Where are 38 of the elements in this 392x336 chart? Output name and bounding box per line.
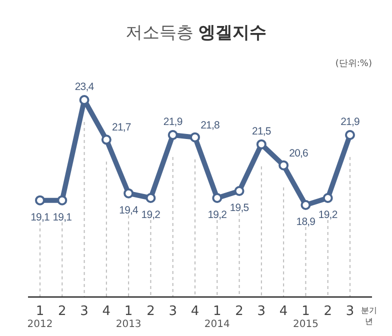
data-label: 19,2 xyxy=(318,209,338,221)
data-label: 19,4 xyxy=(119,204,138,216)
x-tick: 1 xyxy=(213,304,222,319)
data-label: 19,5 xyxy=(230,202,249,214)
data-label: 21,7 xyxy=(112,122,131,134)
data-label: 23,4 xyxy=(74,81,94,93)
x-tick: 1 xyxy=(124,304,133,319)
annotation: 2015 xyxy=(293,319,318,330)
x-tick: 1 xyxy=(36,304,44,319)
x-tick: 2 xyxy=(58,304,66,319)
xlabel: 분기 xyxy=(361,306,377,315)
x-tick: 3 xyxy=(80,304,88,319)
x-tick: 4 xyxy=(190,304,200,319)
data-label: 21,9 xyxy=(340,116,360,128)
annotation: (단위:%) xyxy=(335,59,372,69)
data-label: 18,9 xyxy=(296,216,316,228)
data-label: 21,8 xyxy=(200,119,220,132)
x-tick: 3 xyxy=(168,304,177,319)
x-tick: 4 xyxy=(102,304,111,319)
annotation: 2013 xyxy=(116,319,142,330)
x-tick: 3 xyxy=(346,304,354,319)
x-tick: 2 xyxy=(235,304,244,319)
data-label: 21,5 xyxy=(252,125,271,138)
data-label: 19,2 xyxy=(208,209,227,221)
annotation: 2014 xyxy=(204,319,230,330)
x-tick: 4 xyxy=(279,304,288,319)
data-label: 20,6 xyxy=(289,147,308,160)
data-label: 19,1 xyxy=(52,211,72,224)
x-tick: 2 xyxy=(324,304,332,319)
data-label: 21,9 xyxy=(163,116,182,128)
annotation: 2012 xyxy=(27,319,53,330)
data-label: 19,2 xyxy=(141,209,160,221)
title: 저소득층 엥겔지수 xyxy=(125,23,267,43)
x-tick: 1 xyxy=(302,304,310,319)
annotation: 년 xyxy=(365,317,373,326)
x-tick: 2 xyxy=(146,304,155,319)
x-tick: 3 xyxy=(257,304,266,319)
data-label: 19,1 xyxy=(30,211,50,224)
